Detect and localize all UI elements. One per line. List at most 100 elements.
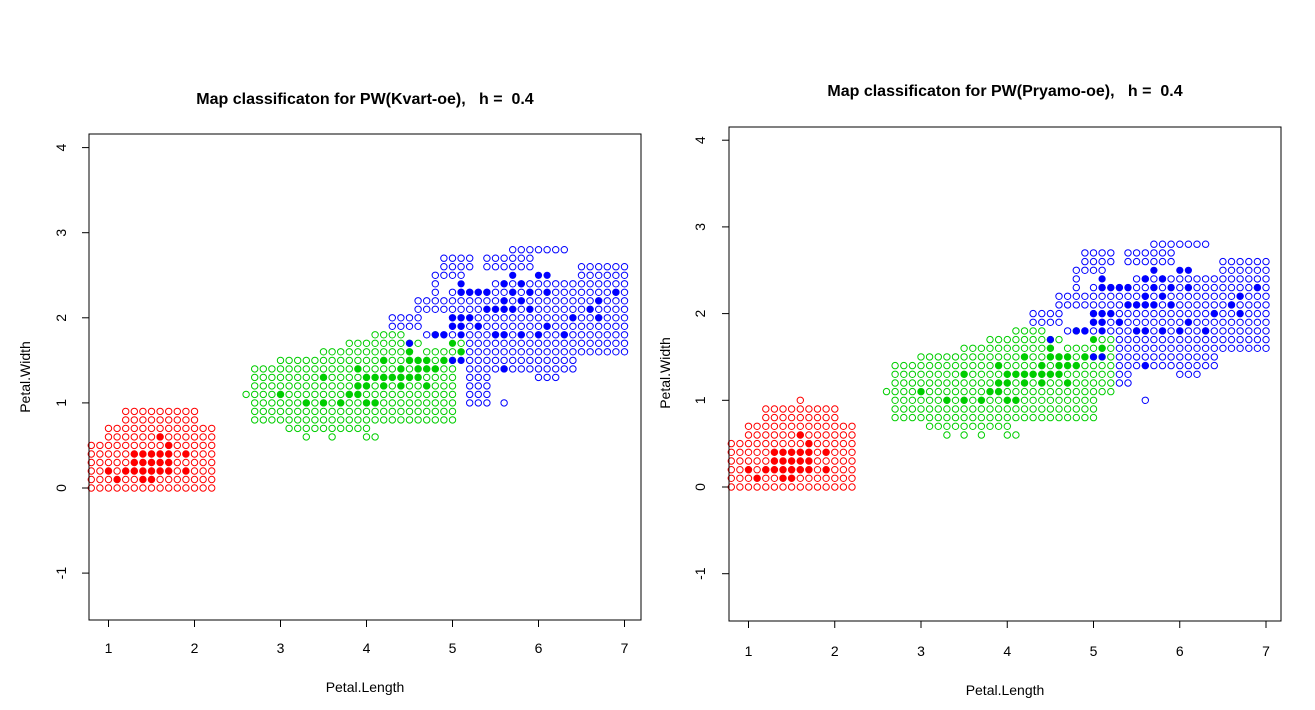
training-point bbox=[779, 448, 787, 456]
training-point bbox=[491, 305, 500, 313]
training-point bbox=[1141, 301, 1149, 309]
map-point bbox=[543, 356, 551, 365]
training-point bbox=[779, 457, 787, 465]
training-point bbox=[474, 288, 482, 296]
map-point bbox=[1124, 249, 1132, 257]
map-point bbox=[208, 424, 216, 433]
training-point bbox=[414, 356, 422, 365]
map-point bbox=[1193, 335, 1201, 344]
map-point bbox=[276, 382, 285, 390]
map-point bbox=[388, 416, 396, 424]
map-point bbox=[440, 399, 448, 407]
map-point bbox=[951, 422, 960, 430]
training-point bbox=[414, 365, 422, 373]
map-point bbox=[311, 416, 319, 424]
map-point bbox=[753, 457, 761, 465]
y-axis-label: Petal.Width bbox=[657, 337, 673, 409]
map-point bbox=[787, 422, 796, 430]
map-point bbox=[994, 396, 1003, 404]
map-point bbox=[569, 356, 577, 365]
training-point bbox=[586, 305, 594, 313]
map-point bbox=[994, 405, 1003, 413]
map-point bbox=[466, 356, 474, 365]
map-point bbox=[822, 457, 830, 465]
map-point bbox=[1158, 240, 1167, 248]
map-point bbox=[1158, 309, 1167, 318]
map-point bbox=[147, 484, 156, 492]
map-point bbox=[1141, 353, 1150, 361]
map-point bbox=[951, 405, 960, 413]
map-point bbox=[414, 416, 422, 424]
map-point bbox=[839, 448, 848, 456]
training-point bbox=[770, 457, 779, 465]
map-point bbox=[839, 439, 848, 448]
map-point bbox=[813, 405, 822, 413]
training-point bbox=[302, 399, 310, 407]
map-point bbox=[380, 407, 388, 416]
map-point bbox=[526, 314, 534, 322]
training-point bbox=[1098, 275, 1106, 283]
map-point bbox=[328, 416, 336, 424]
map-point bbox=[500, 314, 508, 322]
training-point bbox=[337, 399, 345, 407]
map-point bbox=[1253, 292, 1262, 300]
map-point bbox=[1081, 257, 1089, 266]
map-point bbox=[534, 365, 543, 373]
map-point bbox=[371, 356, 379, 365]
training-point bbox=[1038, 362, 1046, 370]
map-point bbox=[362, 348, 371, 356]
training-point bbox=[517, 280, 525, 288]
training-point bbox=[165, 467, 173, 475]
map-point bbox=[848, 431, 856, 439]
map-point bbox=[1227, 318, 1236, 326]
map-point bbox=[994, 413, 1003, 422]
map-point bbox=[1227, 309, 1236, 318]
map-point bbox=[517, 348, 525, 356]
map-point bbox=[431, 382, 439, 390]
map-point bbox=[1003, 422, 1011, 430]
map-point bbox=[727, 466, 735, 474]
map-point bbox=[1072, 387, 1081, 396]
training-point bbox=[165, 458, 173, 467]
map-point bbox=[371, 382, 379, 390]
map-point bbox=[779, 439, 787, 448]
map-point bbox=[423, 348, 431, 356]
map-point bbox=[977, 353, 986, 361]
map-point bbox=[925, 396, 934, 404]
map-point bbox=[736, 457, 744, 465]
map-point bbox=[371, 416, 379, 424]
map-point bbox=[1176, 309, 1184, 318]
map-point bbox=[1193, 240, 1201, 248]
map-point bbox=[1201, 361, 1210, 370]
map-point bbox=[994, 353, 1003, 361]
map-point bbox=[483, 365, 491, 373]
map-point bbox=[1245, 301, 1253, 309]
map-point bbox=[483, 348, 491, 356]
map-point bbox=[526, 322, 534, 330]
map-point bbox=[208, 450, 216, 458]
map-point bbox=[796, 439, 804, 448]
x-tick-label: 1 bbox=[105, 640, 113, 656]
map-point bbox=[986, 379, 994, 387]
map-point bbox=[302, 356, 310, 365]
map-point bbox=[762, 405, 770, 413]
map-point bbox=[259, 416, 267, 424]
map-point bbox=[1158, 344, 1167, 352]
map-point bbox=[779, 431, 787, 439]
map-point bbox=[960, 344, 968, 352]
map-point bbox=[276, 373, 285, 382]
map-point bbox=[831, 457, 839, 465]
training-point bbox=[779, 466, 787, 474]
map-point bbox=[500, 288, 508, 296]
map-point bbox=[577, 288, 586, 296]
map-point bbox=[595, 263, 603, 271]
map-point bbox=[977, 413, 986, 422]
training-point bbox=[457, 314, 465, 322]
y-tick-label: -1 bbox=[692, 567, 708, 580]
map-point bbox=[1219, 292, 1227, 300]
map-point bbox=[1029, 405, 1037, 413]
map-point bbox=[311, 407, 319, 416]
map-point bbox=[1081, 249, 1089, 257]
map-point bbox=[986, 335, 994, 344]
map-point bbox=[1201, 335, 1210, 344]
